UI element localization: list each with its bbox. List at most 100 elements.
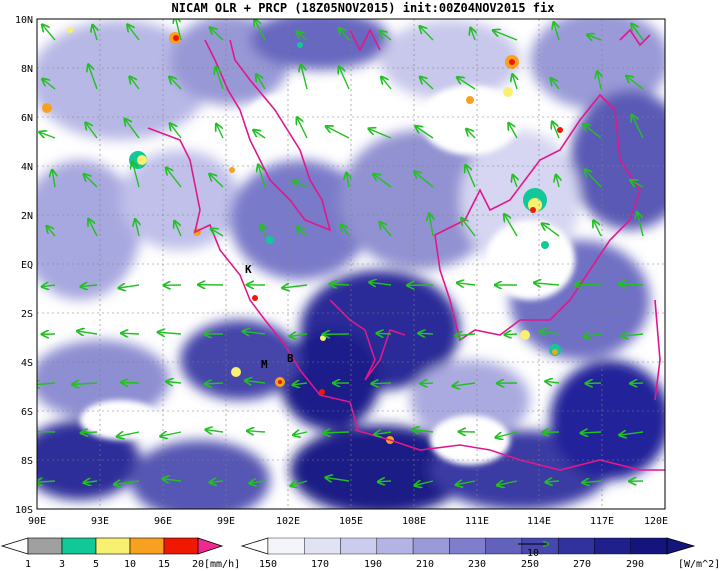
wind-arrow xyxy=(330,284,350,285)
wind-arrow xyxy=(128,25,140,41)
wind-arrow xyxy=(324,432,350,433)
olr-unit: [W/m^2] xyxy=(678,559,720,570)
olr-bar-segment xyxy=(485,537,523,555)
wind-arrow xyxy=(339,28,350,41)
wind-arrow xyxy=(72,383,98,385)
wind-arrow xyxy=(540,331,560,334)
precip-bar-segment xyxy=(27,537,63,555)
wind-arrow xyxy=(493,30,518,41)
wind-arrow xyxy=(461,218,476,237)
wind-arrow xyxy=(84,481,98,483)
wind-arrow xyxy=(245,381,266,383)
wind-arrow xyxy=(40,132,56,139)
lon-label: 99E xyxy=(217,516,235,527)
wind-arrow xyxy=(453,383,476,386)
olr-tick: 230 xyxy=(468,559,486,570)
wind-arrow xyxy=(509,123,518,139)
wind-arrow xyxy=(77,331,98,334)
plot-frame xyxy=(36,18,666,510)
wind-arrow xyxy=(632,115,644,139)
wind-arrow xyxy=(378,481,392,482)
precip-bar-segment xyxy=(163,537,199,555)
wind-arrow xyxy=(210,174,224,188)
wind-arrow xyxy=(37,383,56,385)
precip-colorbar: 1 3 5 10 15 20 [mm/h] xyxy=(0,537,240,570)
wind-arrow xyxy=(375,432,392,434)
olr-bar-segment xyxy=(376,537,414,555)
wind-arrow xyxy=(619,284,644,285)
wind-arrow xyxy=(456,334,476,336)
olr-tick: 250 xyxy=(521,559,539,570)
lat-label: 6S xyxy=(21,407,33,418)
wind-arrow xyxy=(631,180,644,188)
wind-arrow xyxy=(370,282,392,285)
olr-bar-segment xyxy=(630,537,668,555)
lat-label: 2S xyxy=(21,309,33,320)
lat-label: 6N xyxy=(21,113,33,124)
wind-arrow xyxy=(135,219,139,237)
wind-arrow xyxy=(546,381,560,383)
wind-arrow xyxy=(81,285,98,287)
olr-colorbar: 10 150 170 190 210 230 250 270 290 [W/m^… xyxy=(240,537,720,570)
wind-arrow xyxy=(466,129,476,139)
wind-arrow xyxy=(622,334,644,336)
wind-arrow xyxy=(261,225,265,237)
wind-arrow xyxy=(216,67,224,90)
precip-tick: 5 xyxy=(93,559,99,570)
wind-arrow xyxy=(161,432,182,436)
wind-arrow xyxy=(380,31,392,41)
wind-arrow xyxy=(554,23,559,41)
olr-tick: 210 xyxy=(416,559,434,570)
wind-arrow xyxy=(373,174,392,188)
wind-arrow xyxy=(175,19,182,41)
lat-label: 10S xyxy=(15,505,33,516)
wind-arrow xyxy=(293,180,308,188)
olr-bar-segment xyxy=(412,537,450,555)
lon-label: 96E xyxy=(154,516,172,527)
wind-arrow xyxy=(43,79,56,90)
olr-tick: 270 xyxy=(573,559,591,570)
wind-arrow xyxy=(93,25,97,41)
precip-tick: 15 xyxy=(158,559,170,570)
wind-arrow xyxy=(372,383,392,384)
wind-arrow xyxy=(170,77,182,90)
wind-arrow xyxy=(583,481,602,483)
wind-arrow xyxy=(293,383,308,385)
wind-arrow xyxy=(210,481,224,482)
wind-arrow xyxy=(587,35,602,40)
wind-arrow xyxy=(420,27,434,41)
wind-arrow xyxy=(552,122,560,139)
wind-arrow xyxy=(416,126,434,139)
wind-arrow xyxy=(637,212,644,237)
lon-axis: 90E 93E 96E 99E 102E 105E 108E 111E 114E… xyxy=(28,516,668,527)
wind-arrow xyxy=(158,332,182,334)
wind-arrow xyxy=(583,124,602,139)
coastline xyxy=(147,28,665,471)
wind-arrow xyxy=(584,334,602,337)
olr-bar-segment xyxy=(304,537,341,555)
wind-arrow xyxy=(626,76,644,90)
wind-arrow xyxy=(512,75,517,90)
wind-arrow xyxy=(297,32,308,41)
wind-arrow xyxy=(37,481,56,482)
wind-arrow xyxy=(175,221,182,237)
wind-arrow xyxy=(581,432,602,433)
wind-arrow xyxy=(84,174,98,188)
wind-arrow xyxy=(585,170,602,188)
wind-arrow xyxy=(326,478,350,481)
wind-arrow xyxy=(247,431,266,432)
wind-arrow xyxy=(346,173,349,188)
wind-arrow xyxy=(369,129,392,139)
wind-arrow xyxy=(132,162,140,188)
lat-label: 4S xyxy=(21,358,33,369)
wind-arrow xyxy=(456,481,476,485)
wind-arrow xyxy=(210,28,224,41)
precip-bar-segment xyxy=(95,537,131,555)
wind-arrow xyxy=(301,65,308,90)
wind-arrow xyxy=(88,65,98,90)
precip-bar-segment xyxy=(129,537,165,555)
lon-label: 102E xyxy=(276,516,300,527)
wind-arrow xyxy=(419,333,434,334)
lon-label: 117E xyxy=(590,516,614,527)
